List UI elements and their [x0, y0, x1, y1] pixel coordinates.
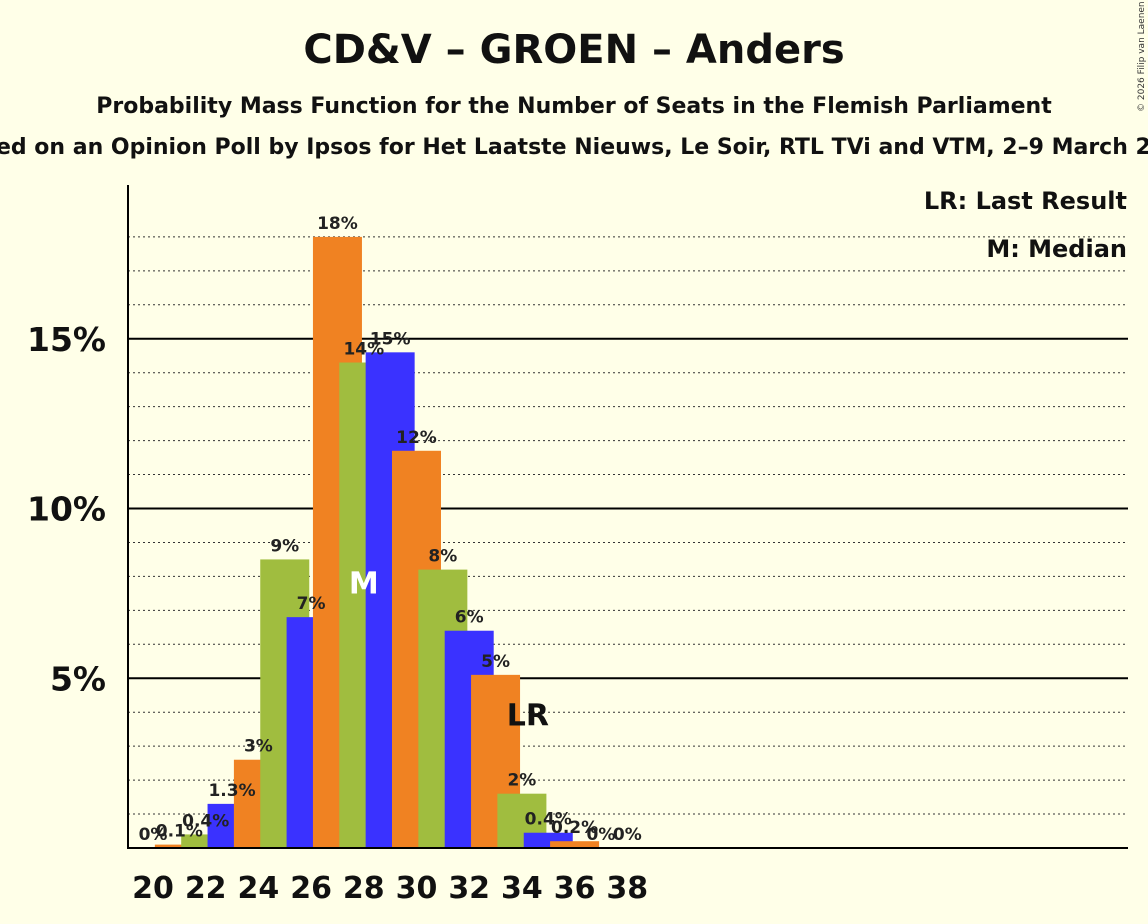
median-marker: M [349, 566, 379, 601]
x-tick-label: 26 [290, 871, 332, 906]
y-tick-label: 10% [27, 490, 106, 529]
data-label-seat-35: 0.4% [525, 810, 572, 830]
bar-seat-21 [154, 844, 204, 848]
x-tick-label: 34 [501, 871, 543, 906]
data-label-seat-31: 8% [428, 547, 457, 567]
data-label-seat-32: 6% [455, 608, 484, 628]
data-label-seat-33: 5% [481, 652, 510, 672]
data-label-seat-28: 14% [343, 340, 384, 360]
data-labels-group: 0%0.1%0.4%1.3%3%9%7%18%14%15%12%8%6%5%2%… [139, 214, 642, 845]
chart-source: Based on an Opinion Poll by Ipsos for He… [0, 135, 1148, 160]
markers-group: M LR [349, 566, 549, 733]
chart-subtitle: Probability Mass Function for the Number… [96, 94, 1052, 119]
x-tick-label: 28 [343, 871, 385, 906]
legend-median: M: Median [986, 235, 1127, 263]
data-label-seat-29: 15% [370, 329, 411, 349]
data-label-seat-20: 0% [139, 825, 168, 845]
x-tick-label: 32 [448, 871, 490, 906]
chart-title: CD&V – GROEN – Anders [303, 27, 844, 73]
axes-group [127, 185, 1128, 849]
x-tick-label: 38 [606, 871, 648, 906]
y-tick-label: 15% [27, 320, 106, 359]
bar-seat-36 [550, 841, 600, 848]
data-label-seat-26: 7% [297, 594, 326, 614]
data-label-seat-36: 0.2% [551, 818, 598, 838]
x-tick-label: 30 [396, 871, 438, 906]
data-label-seat-37: 0% [587, 825, 616, 845]
data-label-seat-24: 3% [244, 737, 273, 757]
copyright-note: © 2026 Filip van Laenen [1137, 1, 1147, 112]
data-label-seat-25: 9% [270, 536, 299, 556]
x-tick-label: 22 [185, 871, 227, 906]
last-result-marker: LR [507, 699, 549, 734]
legend-last-result: LR: Last Result [924, 187, 1127, 215]
x-tick-label: 24 [238, 871, 280, 906]
x-tick-label: 36 [554, 871, 596, 906]
data-label-seat-27: 18% [317, 214, 358, 234]
tick-labels-group: 5% 10% 15% 20 22 24 26 28 30 32 34 36 38 [27, 320, 648, 906]
bars-group [154, 236, 600, 848]
data-label-seat-21: 0.1% [156, 822, 203, 842]
data-label-seat-38: 0% [613, 825, 642, 845]
y-tick-label: 5% [50, 659, 106, 698]
data-label-seat-22: 0.4% [182, 811, 229, 831]
data-label-seat-30: 12% [396, 428, 437, 448]
data-label-seat-34: 2% [507, 771, 536, 791]
x-tick-label: 20 [132, 871, 174, 906]
data-label-seat-23: 1.3% [208, 781, 255, 801]
